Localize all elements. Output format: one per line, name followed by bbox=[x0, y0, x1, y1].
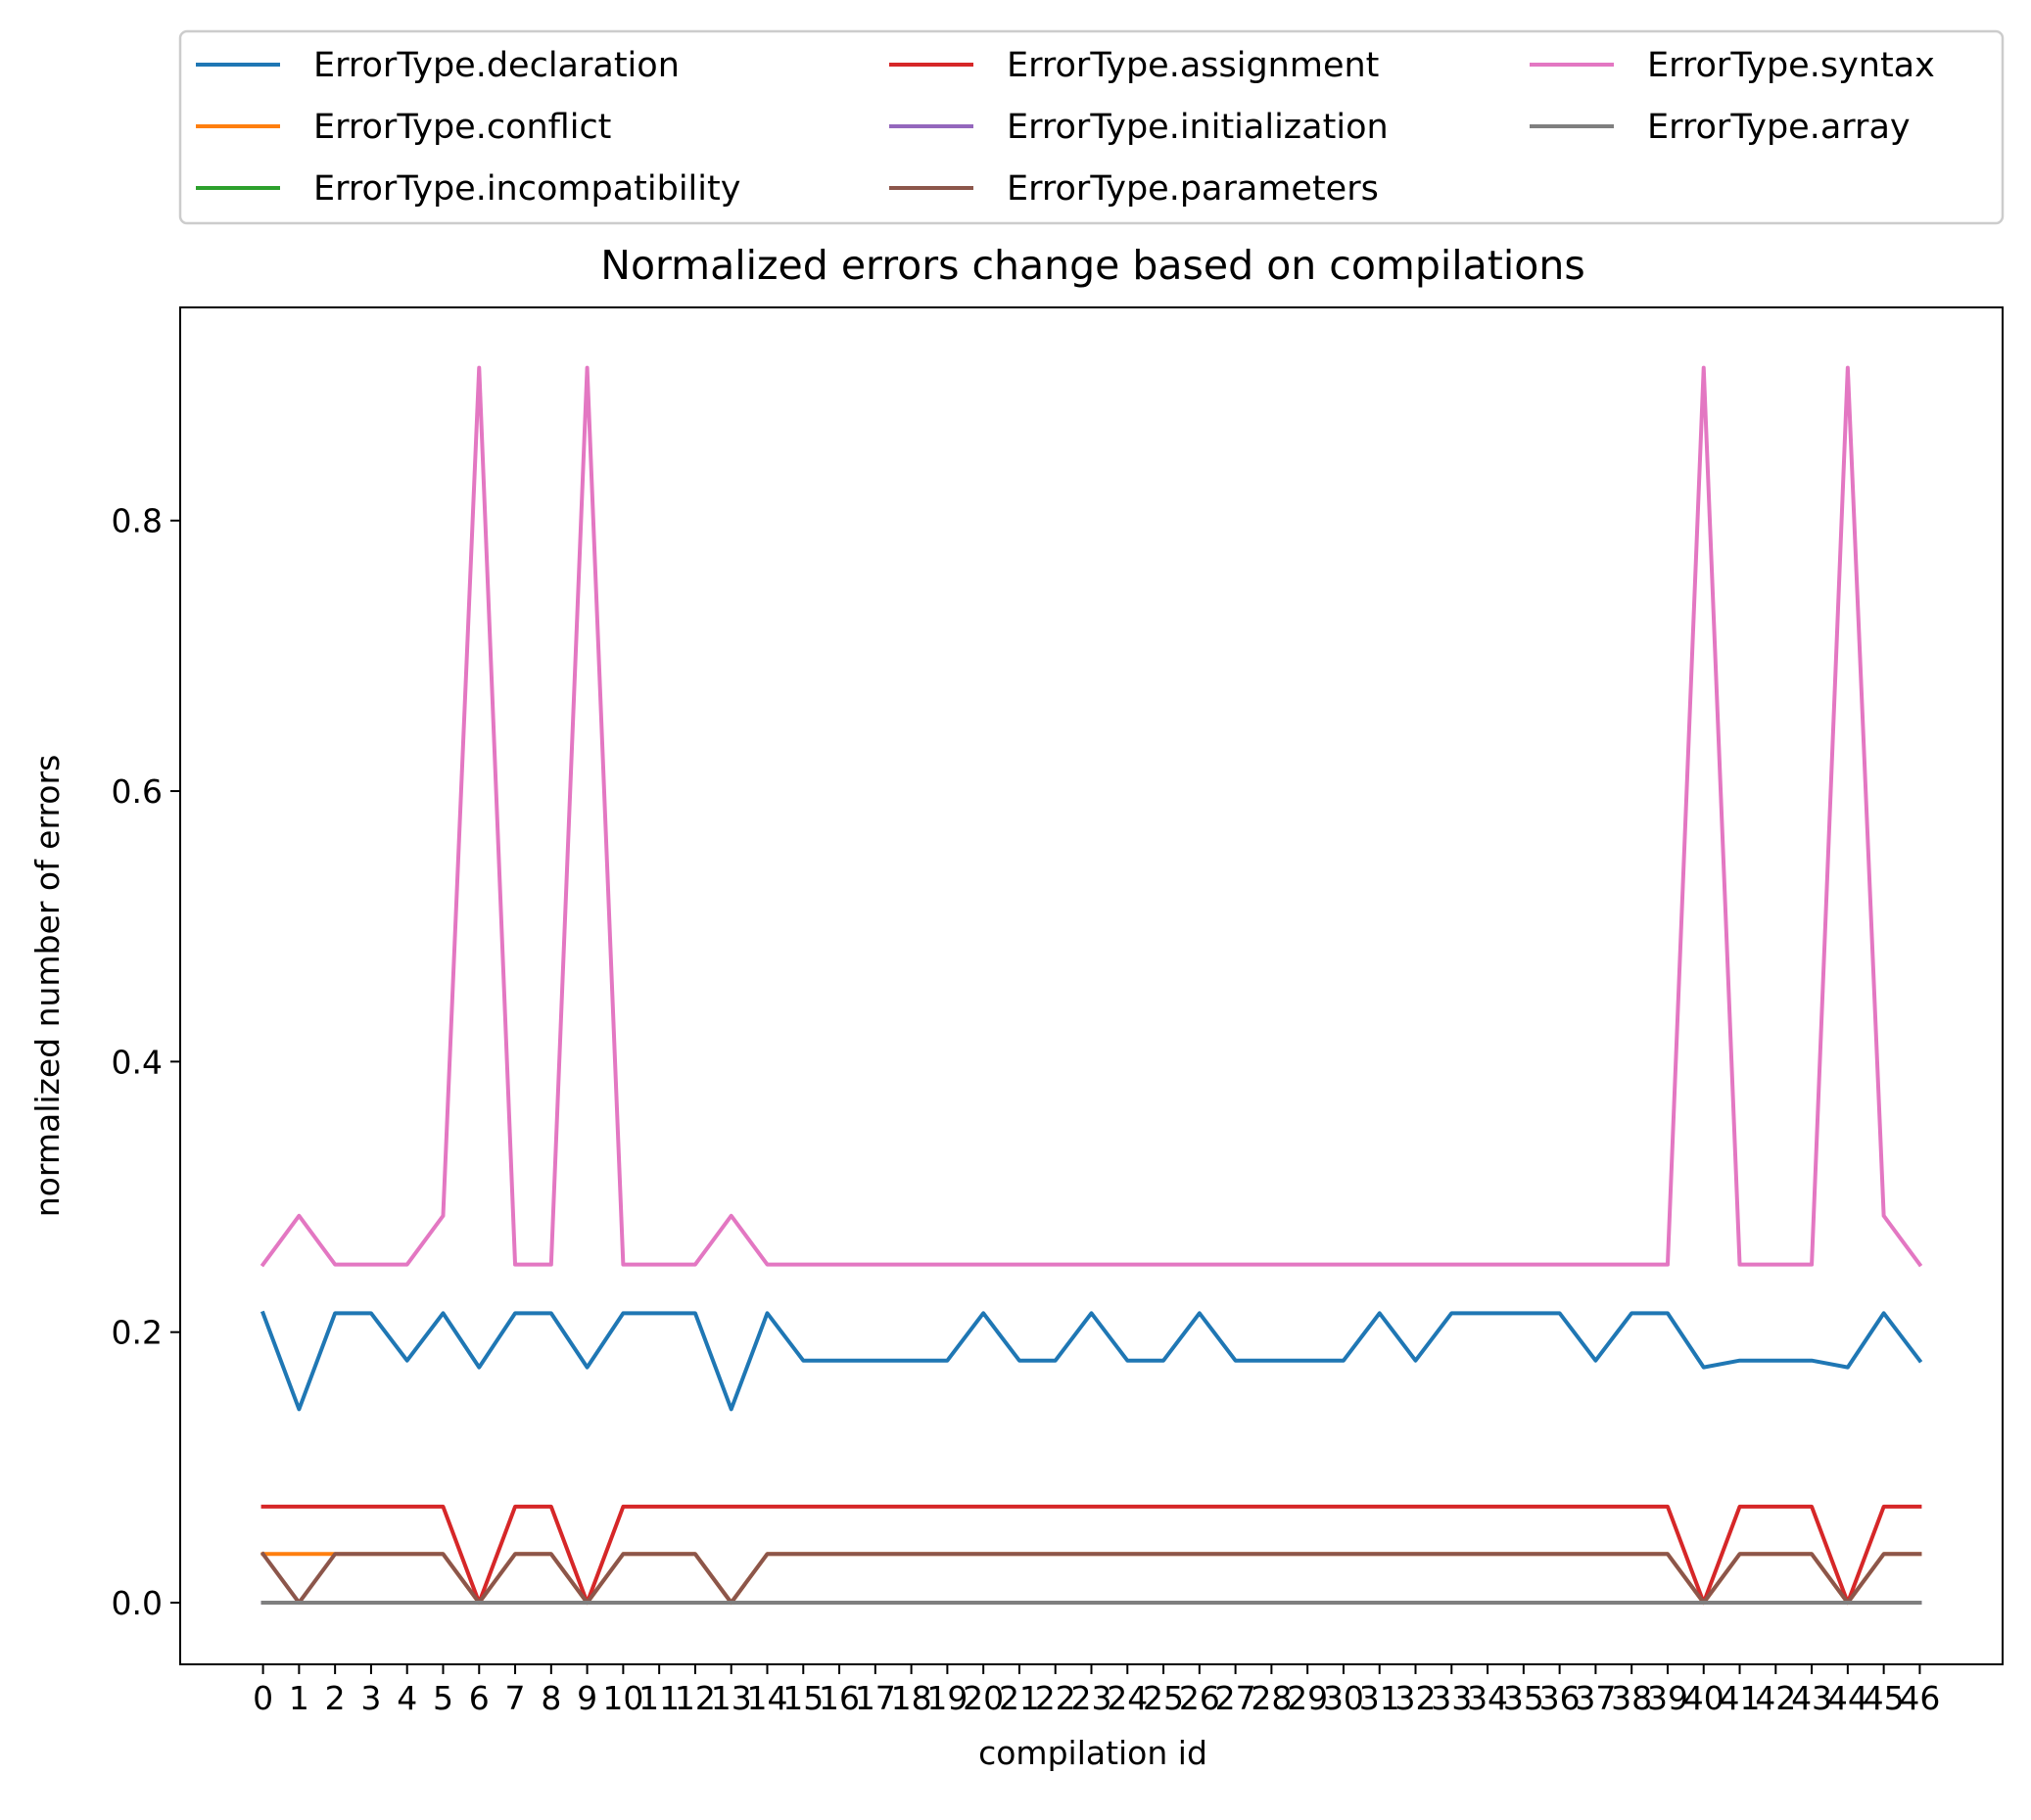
legend-item: ErrorType.initialization bbox=[889, 108, 1389, 147]
x-tick-label: 11 bbox=[638, 1679, 680, 1717]
x-tick-label: 23 bbox=[1071, 1679, 1112, 1717]
legend-frame bbox=[178, 29, 2005, 225]
x-tick-label: 20 bbox=[963, 1679, 1004, 1717]
x-tick-label: 39 bbox=[1647, 1679, 1688, 1717]
legend-item: ErrorType.declaration bbox=[196, 46, 680, 85]
y-tick-label: 0.8 bbox=[112, 502, 163, 540]
legend-entries: ErrorType.declaration ErrorType.conflict E… bbox=[196, 46, 1935, 209]
y-tick-label: 0.4 bbox=[112, 1043, 163, 1081]
x-tick-label: 8 bbox=[541, 1679, 561, 1717]
x-tick-label: 5 bbox=[433, 1679, 453, 1717]
x-tick-label: 17 bbox=[855, 1679, 896, 1717]
x-tick-label: 12 bbox=[675, 1679, 716, 1717]
legend-item: ErrorType.conflict bbox=[196, 108, 611, 147]
series-line-syntax bbox=[260, 365, 1923, 1268]
x-tick-label: 45 bbox=[1864, 1679, 1905, 1717]
x-tick-label: 28 bbox=[1251, 1679, 1292, 1717]
legend-item: ErrorType.incompatibility bbox=[196, 169, 740, 209]
x-tick-label: 10 bbox=[602, 1679, 643, 1717]
x-tick-label: 4 bbox=[397, 1679, 417, 1717]
x-tick-label: 6 bbox=[469, 1679, 490, 1717]
legend-item: ErrorType.assignment bbox=[889, 46, 1379, 85]
x-tick-label: 36 bbox=[1539, 1679, 1581, 1717]
x-tick-label: 16 bbox=[819, 1679, 860, 1717]
legend-label: ErrorType.parameters bbox=[1007, 169, 1379, 209]
x-tick-label: 21 bbox=[999, 1679, 1040, 1717]
y-axis-label: normalized number of errors bbox=[28, 755, 67, 1218]
legend-label: ErrorType.syntax bbox=[1647, 46, 1935, 85]
x-tick-label: 1 bbox=[289, 1679, 309, 1717]
x-tick-label: 40 bbox=[1683, 1679, 1724, 1717]
legend-item: ErrorType.syntax bbox=[1530, 46, 1935, 85]
x-tick-label: 32 bbox=[1395, 1679, 1437, 1717]
legend-label: ErrorType.initialization bbox=[1007, 108, 1389, 147]
x-tick-label: 35 bbox=[1503, 1679, 1544, 1717]
legend-label: ErrorType.assignment bbox=[1007, 46, 1379, 85]
x-tick-label: 38 bbox=[1611, 1679, 1652, 1717]
x-tick-label: 46 bbox=[1899, 1679, 1940, 1717]
x-tick-label: 19 bbox=[926, 1679, 968, 1717]
x-tick-label: 30 bbox=[1323, 1679, 1364, 1717]
x-tick-label: 22 bbox=[1035, 1679, 1076, 1717]
x-tick-label: 31 bbox=[1359, 1679, 1400, 1717]
x-tick-label: 13 bbox=[711, 1679, 752, 1717]
legend-item: ErrorType.array bbox=[1530, 108, 1911, 147]
plot-area bbox=[179, 306, 2004, 1665]
y-axis: 0.0 0.2 0.4 0.6 0.8 bbox=[112, 502, 180, 1622]
legend-label: ErrorType.conflict bbox=[313, 108, 611, 147]
x-tick-label: 2 bbox=[325, 1679, 346, 1717]
legend-label: ErrorType.incompatibility bbox=[313, 169, 740, 209]
y-tick-label: 0.2 bbox=[112, 1314, 163, 1352]
x-tick-label: 41 bbox=[1720, 1679, 1761, 1717]
x-tick-label: 43 bbox=[1791, 1679, 1832, 1717]
x-tick-label: 42 bbox=[1755, 1679, 1796, 1717]
legend: ErrorType.declaration ErrorType.conflict E… bbox=[178, 29, 2005, 225]
x-tick-label: 0 bbox=[253, 1679, 273, 1717]
y-tick-label: 0.0 bbox=[112, 1584, 163, 1622]
x-tick-label: 44 bbox=[1827, 1679, 1868, 1717]
x-tick-label: 27 bbox=[1215, 1679, 1256, 1717]
legend-label: ErrorType.declaration bbox=[313, 46, 680, 85]
x-tick-label: 34 bbox=[1467, 1679, 1508, 1717]
series-line-parameters bbox=[260, 1551, 1922, 1605]
x-tick-label: 7 bbox=[505, 1679, 526, 1717]
x-tick-label: 25 bbox=[1143, 1679, 1184, 1717]
series-line-declaration bbox=[260, 1310, 1923, 1412]
x-tick-label: 14 bbox=[746, 1679, 787, 1717]
x-tick-label: 26 bbox=[1179, 1679, 1220, 1717]
series-line-assignment bbox=[260, 1504, 1922, 1605]
x-tick-label: 18 bbox=[891, 1679, 932, 1717]
legend-label: ErrorType.array bbox=[1647, 108, 1911, 147]
x-tick-label: 29 bbox=[1287, 1679, 1328, 1717]
x-tick-label: 24 bbox=[1107, 1679, 1148, 1717]
x-axis: 0 1 2 3 4 5 6 7 8 9 101112131415161718192021222324… bbox=[253, 1664, 1940, 1717]
x-tick-label: 15 bbox=[782, 1679, 824, 1717]
x-tick-label: 9 bbox=[577, 1679, 597, 1717]
series-layer bbox=[260, 365, 1923, 1605]
x-axis-label: compilation id bbox=[978, 1734, 1207, 1772]
x-tick-label: 37 bbox=[1575, 1679, 1616, 1717]
legend-item: ErrorType.parameters bbox=[889, 169, 1379, 209]
x-tick-label: 33 bbox=[1431, 1679, 1472, 1717]
y-tick-label: 0.6 bbox=[112, 772, 163, 811]
x-tick-label: 3 bbox=[360, 1679, 381, 1717]
chart-title: Normalized errors change based on compil… bbox=[600, 242, 1584, 289]
